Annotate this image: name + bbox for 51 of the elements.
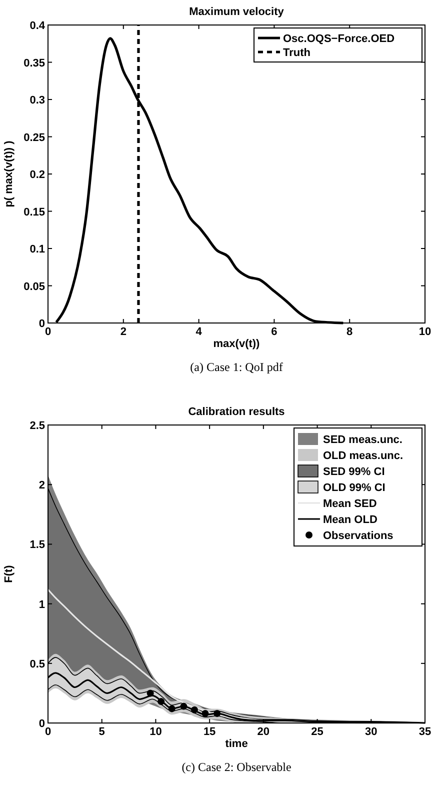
y-tick-label: 2.5 bbox=[30, 420, 45, 432]
x-tick-label: 8 bbox=[346, 326, 353, 338]
y-tick-label: 0.5 bbox=[30, 658, 45, 670]
y-axis-title: F(t) bbox=[3, 564, 15, 583]
point bbox=[168, 705, 176, 712]
x-tick-label: 25 bbox=[311, 726, 324, 738]
y-tick-label: 0.25 bbox=[24, 132, 45, 144]
chart-title: Calibration results bbox=[188, 406, 285, 418]
x-tick-label: 20 bbox=[257, 726, 270, 738]
point bbox=[214, 710, 221, 717]
x-axis-title: max(v(t)) bbox=[213, 338, 260, 350]
point bbox=[190, 706, 198, 714]
y-axis-title: p( max(v(t)) ) bbox=[3, 140, 15, 208]
text: (c) Case 2: Observable bbox=[182, 760, 292, 774]
legend-label: OLD meas.unc. bbox=[323, 450, 404, 462]
y-tick-label: 0.3 bbox=[30, 94, 45, 106]
legend-label: Observations bbox=[323, 530, 394, 542]
point bbox=[158, 698, 165, 706]
y-tick-label: 0.1 bbox=[30, 244, 45, 256]
legend-label: SED meas.unc. bbox=[323, 434, 402, 446]
x-tick-label: 4 bbox=[196, 326, 203, 338]
legend-label: Truth bbox=[283, 47, 311, 59]
text: (a) Case 1: QoI pdf bbox=[190, 360, 283, 374]
legend-label: Mean OLD bbox=[323, 514, 378, 526]
x-tick-label: 35 bbox=[418, 726, 432, 738]
legend-label: SED 99% CI bbox=[323, 466, 385, 478]
x-tick-label: 10 bbox=[418, 326, 432, 338]
point bbox=[202, 710, 209, 717]
y-tick-label: 0 bbox=[38, 318, 45, 330]
point bbox=[146, 690, 154, 697]
x-tick-label: 30 bbox=[365, 726, 378, 738]
y-tick-label: 1 bbox=[38, 598, 45, 611]
legend-label: OLD 99% CI bbox=[323, 482, 386, 494]
y-tick-label: 0.15 bbox=[24, 206, 45, 218]
legend-label: Osc.OQS−Force.OED bbox=[283, 33, 395, 45]
x-tick-label: 10 bbox=[150, 726, 162, 738]
x-tick-label: 15 bbox=[203, 726, 216, 738]
chart-title: Maximum velocity bbox=[189, 6, 285, 18]
y-tick-label: 0.05 bbox=[24, 280, 45, 293]
y-tick-label: 0.4 bbox=[30, 20, 46, 32]
x-tick-label: 2 bbox=[120, 326, 126, 338]
x-axis-title: time bbox=[225, 738, 248, 750]
y-tick-label: 1.5 bbox=[30, 539, 45, 552]
y-tick-label: 0.35 bbox=[24, 57, 45, 70]
y-tick-label: 2 bbox=[38, 480, 45, 492]
legend-label: Mean SED bbox=[323, 498, 377, 510]
x-tick-label: 6 bbox=[271, 326, 278, 338]
point bbox=[180, 702, 188, 710]
x-tick-label: 5 bbox=[98, 726, 105, 738]
y-tick-label: 0.2 bbox=[30, 169, 45, 181]
y-tick-label: 0 bbox=[38, 718, 45, 730]
